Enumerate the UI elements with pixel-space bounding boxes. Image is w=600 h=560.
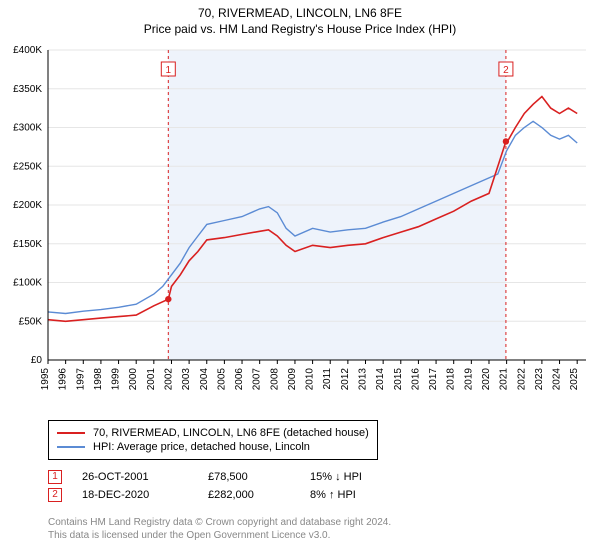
legend-row: HPI: Average price, detached house, Linc… [57,441,369,453]
root: 70, RIVERMEAD, LINCOLN, LN6 8FE Price pa… [0,0,600,560]
svg-text:2015: 2015 [393,368,404,391]
svg-text:2024: 2024 [552,368,563,391]
svg-text:2010: 2010 [305,368,316,391]
svg-text:£150K: £150K [13,239,42,250]
svg-text:2022: 2022 [516,368,527,391]
svg-text:£250K: £250K [13,161,42,172]
title-subtitle: Price paid vs. HM Land Registry's House … [0,22,600,36]
svg-text:2012: 2012 [340,368,351,391]
svg-text:2005: 2005 [216,368,227,391]
title-address: 70, RIVERMEAD, LINCOLN, LN6 8FE [0,6,600,20]
svg-text:2007: 2007 [252,368,263,391]
footer: Contains HM Land Registry data © Crown c… [48,516,391,542]
svg-text:2006: 2006 [234,368,245,391]
svg-text:2009: 2009 [287,368,298,391]
transactions-table: 1 26-OCT-2001 £78,500 15% ↓ HPI 2 18-DEC… [48,466,420,506]
transaction-pct: 15% ↓ HPI [310,471,420,483]
svg-text:1999: 1999 [111,368,122,391]
svg-text:2002: 2002 [163,368,174,391]
transaction-date: 26-OCT-2001 [82,471,202,483]
svg-text:2013: 2013 [358,368,369,391]
svg-text:£400K: £400K [13,45,42,56]
svg-text:2000: 2000 [128,368,139,391]
table-row: 2 18-DEC-2020 £282,000 8% ↑ HPI [48,488,420,502]
chart: £0 £50K £100K £150K £200K £250K £300K £350K £400… [0,44,600,414]
svg-text:£0: £0 [31,355,43,366]
table-row: 1 26-OCT-2001 £78,500 15% ↓ HPI [48,470,420,484]
titles: 70, RIVERMEAD, LINCOLN, LN6 8FE Price pa… [0,0,600,36]
svg-text:£50K: £50K [19,316,43,327]
svg-text:2001: 2001 [146,368,157,391]
svg-text:2020: 2020 [481,368,492,391]
svg-text:1996: 1996 [58,368,69,391]
svg-text:1997: 1997 [75,368,86,391]
legend-label: 70, RIVERMEAD, LINCOLN, LN6 8FE (detache… [93,427,369,439]
legend-label: HPI: Average price, detached house, Linc… [93,441,310,453]
footer-line: This data is licensed under the Open Gov… [48,529,391,542]
svg-text:2025: 2025 [569,368,580,391]
svg-text:2004: 2004 [199,368,210,391]
legend-row: 70, RIVERMEAD, LINCOLN, LN6 8FE (detache… [57,427,369,439]
svg-text:1995: 1995 [40,368,51,391]
svg-text:£300K: £300K [13,123,42,134]
marker-number: 2 [52,490,58,500]
svg-text:2011: 2011 [322,368,333,390]
marker-number: 1 [52,472,58,482]
svg-text:2021: 2021 [499,368,510,391]
legend-swatch-icon [57,446,85,448]
svg-text:£350K: £350K [13,84,42,95]
svg-text:1: 1 [166,65,172,76]
svg-text:1998: 1998 [93,368,104,391]
svg-text:2016: 2016 [410,368,421,391]
svg-text:2019: 2019 [463,368,474,391]
svg-text:2014: 2014 [375,368,386,391]
marker-box-icon: 1 [48,470,62,484]
transaction-pct: 8% ↑ HPI [310,489,420,501]
chart-svg: £0 £50K £100K £150K £200K £250K £300K £350K £400… [0,44,600,414]
svg-text:2008: 2008 [269,368,280,391]
svg-text:£100K: £100K [13,278,42,289]
legend-swatch-icon [57,432,85,434]
svg-text:2018: 2018 [446,368,457,391]
svg-text:£200K: £200K [13,200,42,211]
marker-box-icon: 2 [48,488,62,502]
transaction-price: £78,500 [208,471,304,483]
svg-text:2017: 2017 [428,368,439,391]
svg-text:2023: 2023 [534,368,545,391]
transaction-date: 18-DEC-2020 [82,489,202,501]
footer-line: Contains HM Land Registry data © Crown c… [48,516,391,529]
transaction-price: £282,000 [208,489,304,501]
svg-text:2: 2 [503,65,509,76]
legend: 70, RIVERMEAD, LINCOLN, LN6 8FE (detache… [48,420,378,460]
svg-text:2003: 2003 [181,368,192,391]
